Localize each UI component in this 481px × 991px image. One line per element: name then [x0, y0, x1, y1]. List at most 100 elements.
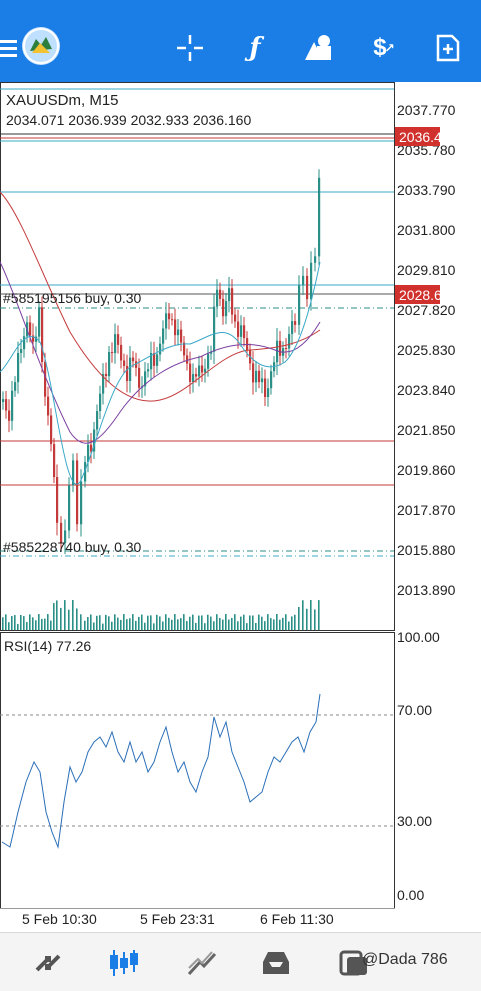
order-label-2[interactable]: #585228740 buy, 0.30 — [3, 539, 142, 555]
volume-bar — [282, 617, 284, 630]
candle-body — [237, 321, 240, 337]
candle-body — [189, 363, 192, 382]
volume-bar — [270, 618, 272, 630]
volume-bar — [302, 600, 304, 630]
volume-bar — [23, 616, 25, 630]
candle-body — [195, 374, 198, 377]
volume-bar — [64, 600, 66, 630]
candle-body — [165, 313, 168, 329]
candle-body — [156, 354, 159, 366]
candle-body — [174, 319, 177, 336]
volume-bar — [84, 620, 86, 630]
candle-body — [102, 373, 105, 394]
volume-bar — [273, 619, 275, 630]
ma-mid — [0, 261, 321, 444]
candle-body — [192, 374, 195, 382]
candle-body — [111, 352, 114, 354]
candle-body — [302, 275, 305, 286]
order-label-1[interactable]: #585195156 buy, 0.30 — [3, 290, 142, 306]
order-price-tag — [395, 285, 440, 304]
chart-icon[interactable] — [106, 945, 142, 981]
volume-bar — [5, 614, 7, 630]
candle-body — [76, 460, 79, 525]
volume-bar — [50, 620, 52, 630]
volume-bar — [298, 607, 300, 630]
price-axis-label: 2029.810 — [397, 262, 456, 278]
candle-body — [162, 328, 165, 344]
price-chart[interactable]: 2037.7702035.7802033.7902031.8002029.810… — [0, 82, 481, 932]
history-icon[interactable] — [258, 945, 294, 981]
volume-bar — [72, 600, 74, 630]
volume-bar — [228, 619, 230, 630]
candle-body — [298, 285, 301, 325]
volume-bar — [279, 619, 281, 630]
volume-bar — [56, 600, 58, 630]
candle-body — [267, 388, 270, 397]
volume-bar — [44, 618, 46, 630]
volume-bar — [35, 620, 37, 630]
hamburger-menu-icon[interactable] — [0, 30, 26, 66]
candle-body — [201, 365, 204, 373]
volume-bar — [29, 614, 31, 630]
ohlc-readout: 2034.071 2036.939 2032.933 2036.160 — [6, 112, 251, 128]
volume-bar — [240, 616, 242, 630]
volume-bar — [306, 608, 308, 630]
volume-bar — [219, 617, 221, 630]
price-axis-label: 2027.820 — [397, 302, 456, 318]
candle-body — [53, 444, 56, 478]
volume-bar — [285, 614, 287, 630]
candle-body — [219, 289, 222, 299]
candle-body — [255, 370, 258, 383]
volume-histogram — [2, 600, 320, 630]
trade-icon[interactable]: $ ↗ — [373, 34, 395, 61]
candle-body — [318, 177, 321, 257]
price-axis-label: 2017.870 — [397, 502, 456, 518]
price-axis-label: 2019.860 — [397, 462, 456, 478]
quotes-icon[interactable] — [30, 945, 66, 981]
volume-bar — [150, 615, 152, 630]
volume-bar — [234, 614, 236, 630]
candle-body — [38, 307, 41, 337]
volume-bar — [231, 617, 233, 630]
crosshair-icon[interactable] — [172, 30, 208, 66]
volume-bar — [156, 614, 158, 630]
volume-bar — [159, 616, 161, 630]
volume-bar — [132, 614, 134, 630]
price-axis-label: 2015.880 — [397, 542, 456, 558]
volume-bar — [207, 614, 209, 630]
candle-body — [108, 352, 111, 377]
candle-body — [231, 288, 234, 315]
candle-body — [252, 363, 255, 383]
volume-bar — [26, 622, 28, 630]
volume-bar — [138, 616, 140, 630]
volume-bar — [2, 617, 4, 630]
rsi-line — [1, 693, 321, 849]
candle-body — [210, 351, 213, 354]
volume-bar — [11, 615, 13, 630]
volume-bar — [99, 615, 101, 630]
candle-body — [41, 307, 44, 362]
price-axis-label: 2033.790 — [397, 182, 456, 198]
function-icon[interactable]: ƒ — [249, 33, 261, 63]
candle-body — [279, 340, 282, 356]
volume-bar — [102, 623, 104, 630]
candle-body — [135, 361, 138, 368]
volume-bar — [213, 621, 215, 630]
new-order-icon[interactable] — [430, 30, 466, 66]
volume-bar — [165, 614, 167, 630]
candle-body — [153, 352, 156, 366]
app-logo-icon[interactable] — [22, 27, 60, 65]
messages-icon[interactable] — [336, 945, 372, 981]
candle-body — [243, 325, 246, 339]
volume-bar — [222, 619, 224, 630]
volume-bar — [216, 614, 218, 630]
volume-bar — [32, 617, 34, 630]
symbol-title: XAUUSDm, M15 — [6, 92, 119, 109]
volume-bar — [261, 616, 263, 630]
objects-icon[interactable] — [300, 30, 336, 66]
candle-body — [120, 344, 123, 361]
candle-body — [291, 321, 294, 335]
moving-averages — [0, 191, 321, 485]
volume-bar — [38, 614, 40, 630]
trade-nav-icon[interactable] — [184, 945, 220, 981]
